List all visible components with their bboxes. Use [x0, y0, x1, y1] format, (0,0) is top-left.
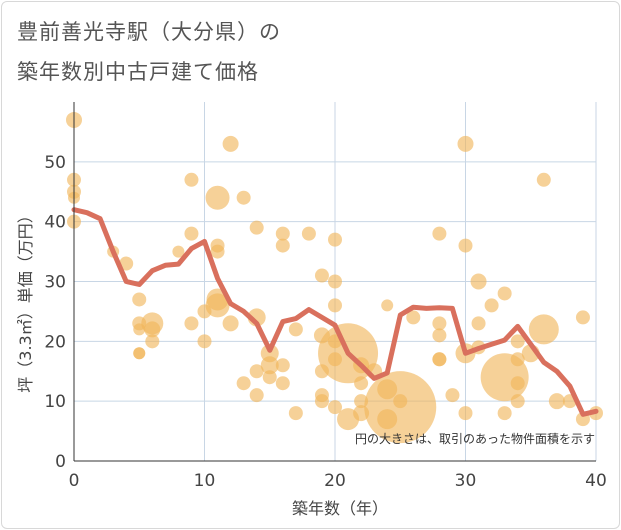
- bubble-point: [222, 315, 239, 332]
- bubble-point: [432, 352, 447, 367]
- bubble-point: [393, 394, 408, 409]
- bubble-point: [406, 310, 421, 325]
- y-tick-label: 50: [44, 153, 66, 173]
- bubble-point: [497, 286, 512, 301]
- bubble-point: [288, 406, 303, 421]
- bubble-point: [328, 298, 342, 313]
- bubble-point: [132, 292, 147, 307]
- average-price-line: [71, 207, 599, 417]
- bubble-point: [172, 245, 185, 258]
- y-tick-label: 10: [44, 392, 66, 412]
- bubble-point: [510, 334, 525, 349]
- bubble-point: [314, 268, 329, 283]
- x-tick-label: 0: [69, 471, 80, 491]
- axes: 0 10 20 30 40 50 0 10 20 30 40: [44, 102, 607, 491]
- bubble-point: [528, 314, 559, 345]
- x-tick-label: 10: [194, 471, 216, 491]
- bubble-point: [184, 226, 199, 241]
- bubble-point: [458, 238, 473, 253]
- bubble-point: [510, 376, 525, 391]
- bubble-point: [471, 316, 486, 331]
- y-tick-label: 30: [44, 273, 66, 293]
- bubble-point: [328, 400, 342, 415]
- chart-title-line2: 築年数別中古戸建て価格: [17, 60, 259, 84]
- line-series: [71, 207, 599, 417]
- size-annotation: 円の大きさは、取引のあった物件面積を示す: [355, 431, 595, 446]
- bubble-point: [484, 298, 499, 313]
- bubble-point: [119, 256, 134, 271]
- y-tick-label: 0: [55, 452, 66, 472]
- bubble-point: [133, 347, 146, 360]
- bubble-point: [184, 316, 199, 331]
- bubble-point: [205, 185, 230, 210]
- bubble-point: [236, 190, 251, 205]
- bubble-point: [328, 232, 342, 247]
- bubble-point: [432, 226, 447, 241]
- bubble-point: [249, 220, 264, 235]
- bubble-point: [301, 226, 316, 241]
- bubble-point: [262, 370, 277, 385]
- bubble-point: [249, 364, 264, 379]
- bubble-point: [510, 352, 525, 367]
- bubble-point: [275, 376, 290, 391]
- bubble-point: [432, 316, 447, 331]
- bubble-point: [497, 406, 512, 421]
- bubble-point: [260, 356, 279, 375]
- bubble-point: [222, 135, 239, 152]
- bubble-point: [510, 394, 525, 409]
- bubble-point: [457, 135, 474, 152]
- bubble-point: [432, 328, 447, 343]
- bubble-point: [184, 172, 199, 187]
- bubble-point: [445, 388, 460, 403]
- bubble-point: [236, 376, 251, 391]
- x-tick-label: 30: [455, 471, 477, 491]
- bubble-point: [205, 293, 230, 318]
- bubble-point: [144, 321, 161, 338]
- bubble-point: [249, 388, 264, 403]
- bubble-point: [288, 322, 303, 337]
- bubble-point: [328, 274, 342, 289]
- bubble-point: [210, 244, 225, 259]
- chart-title-line1: 豊前善光寺駅（大分県）の: [17, 20, 281, 44]
- bubble-point: [548, 393, 565, 410]
- bubble-point: [145, 334, 160, 349]
- bubble-point: [275, 358, 290, 373]
- bubble-point: [536, 172, 551, 187]
- y-axis-label: 坪（3.3㎡）単価（万円）: [16, 207, 35, 392]
- y-tick-label: 40: [44, 213, 66, 233]
- y-tick-label: 20: [44, 332, 66, 352]
- bubble-point: [458, 406, 473, 421]
- bubble-point: [275, 238, 290, 253]
- bubble-point: [197, 334, 212, 349]
- x-tick-label: 40: [585, 471, 607, 491]
- bubble-point: [381, 299, 394, 312]
- bubble-point: [314, 394, 329, 409]
- bubble-point: [575, 310, 590, 325]
- bubble-point: [354, 376, 369, 391]
- bubble-point: [470, 273, 487, 290]
- bubble-point: [275, 226, 290, 241]
- x-axis-label: 築年数（年）: [292, 499, 388, 518]
- x-tick-label: 20: [324, 471, 346, 491]
